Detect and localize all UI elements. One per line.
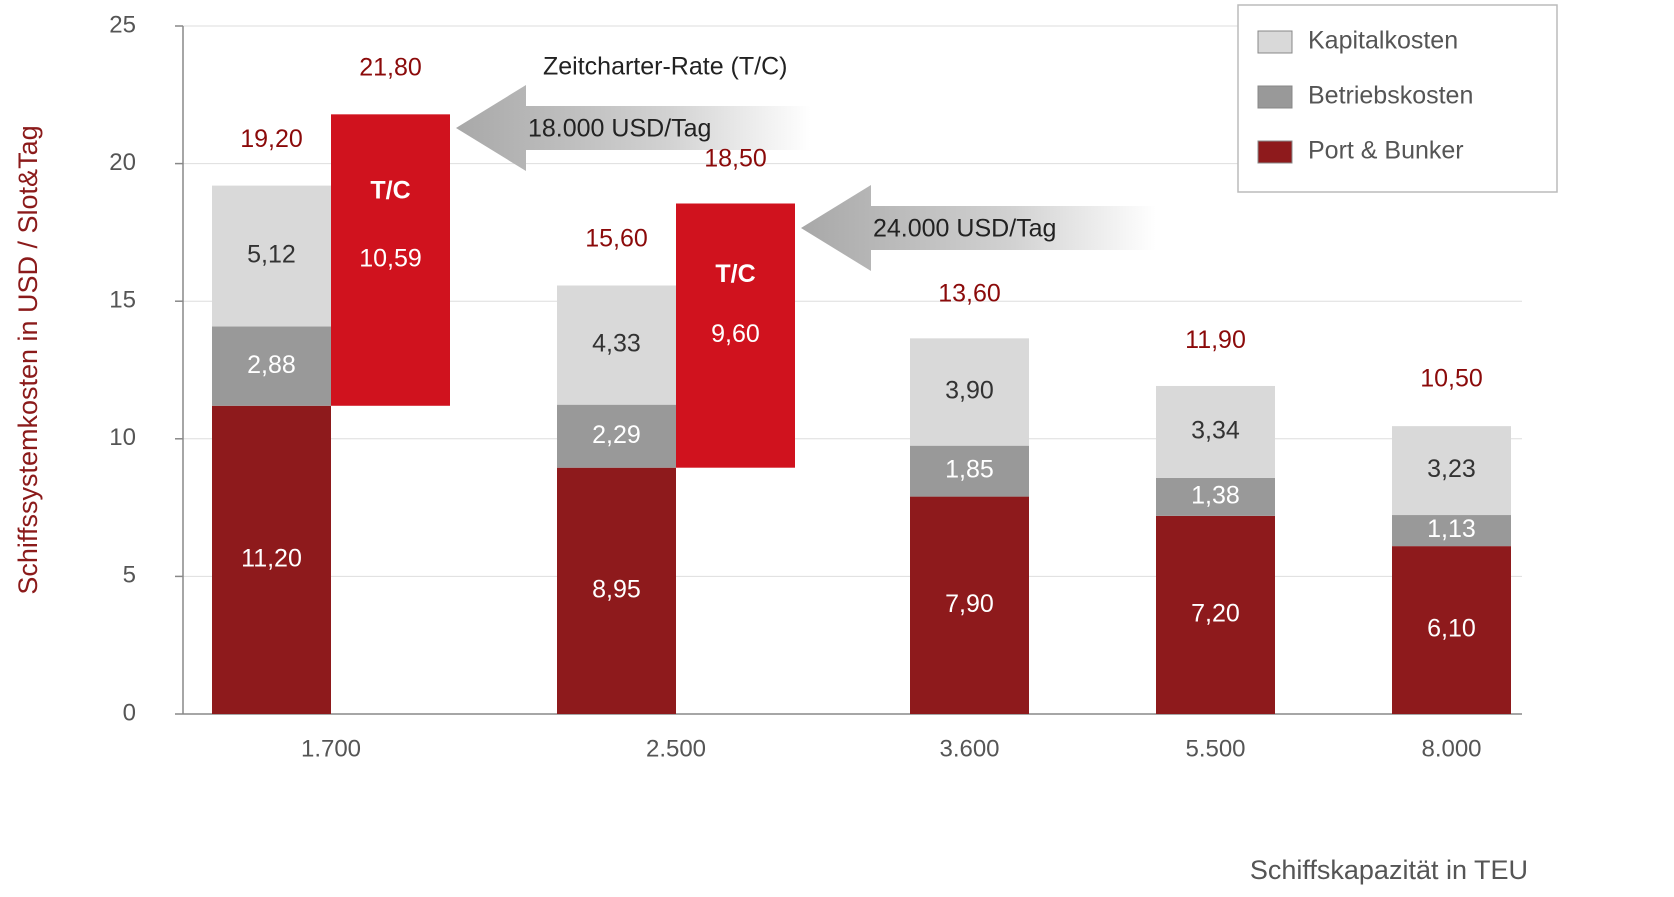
value-label: 11,20 [241,544,302,572]
bar-segment [1156,385,1275,478]
tc-label: T/C [370,177,410,205]
value-label: 6,10 [1427,615,1476,643]
value-label: 3,90 [945,377,994,405]
total-label: 10,50 [1420,365,1483,393]
tc-total-label: 18,50 [704,144,767,172]
legend-label: Port & Bunker [1308,137,1464,165]
y-axis-label: Schiffssystemkosten in USD / Slot&Tag [13,125,43,594]
total-label: 11,90 [1185,326,1246,354]
tc-bar [676,203,795,468]
y-tick-label: 20 [109,149,136,176]
value-label: 2,88 [247,351,296,379]
total-label: 15,60 [585,224,648,252]
y-tick-label: 5 [123,562,136,589]
bar-segment [910,496,1029,714]
value-label: 7,20 [1191,600,1240,628]
bar-segment [212,405,331,714]
legend-label: Betriebskosten [1308,82,1473,110]
legend-label: Kapitalkosten [1308,27,1458,55]
bar-segment [910,338,1029,446]
value-label: 8,95 [592,575,641,603]
value-label: 1,38 [1191,481,1240,509]
value-label: 3,23 [1427,455,1476,483]
rate-label: 18.000 USD/Tag [528,115,711,143]
bar-segment [557,285,676,405]
value-label: 7,90 [945,590,994,618]
bar-segment [557,467,676,714]
value-label: 1,85 [945,456,994,484]
tc-label: T/C [715,260,755,288]
tc-value-label: 9,60 [711,320,760,348]
y-tick-label: 15 [109,287,136,314]
tc-total-label: 21,80 [359,54,422,82]
legend-swatch [1257,85,1293,109]
total-label: 19,20 [240,125,303,153]
y-tick-label: 0 [123,699,136,726]
x-tick-label: 2.500 [646,735,706,762]
annotation: Zeitcharter-Rate (T/C) [543,53,787,81]
x-tick-label: 3.600 [939,735,999,762]
arrow [456,85,811,171]
tc-bar [331,114,450,406]
rate-label: 24.000 USD/Tag [873,215,1056,243]
value-label: 4,33 [592,330,641,358]
bar-segment [1392,546,1511,714]
value-label: 2,29 [592,421,641,449]
total-label: 13,60 [938,279,1001,307]
bar-segment [1156,477,1275,516]
y-tick-label: 10 [109,424,136,451]
bar-segment [1156,515,1275,714]
bar-segment [1392,426,1511,516]
bar-segment [212,185,331,327]
value-label: 1,13 [1427,515,1476,543]
bar-segment [212,326,331,406]
x-axis-label: Schiffskapazität in TEU [1250,855,1528,885]
value-label: 3,34 [1191,417,1240,445]
x-tick-label: 1.700 [301,735,361,762]
x-tick-label: 8.000 [1421,735,1481,762]
value-label: 5,12 [247,241,296,269]
tc-value-label: 10,59 [359,245,422,273]
arrow [801,185,1156,271]
bar-segment [910,445,1029,497]
bar-segment [557,404,676,468]
y-tick-label: 25 [109,11,136,38]
legend-swatch [1257,140,1293,164]
legend-swatch [1257,30,1293,54]
bar-segment [1392,515,1511,547]
x-tick-label: 5.500 [1185,735,1245,762]
